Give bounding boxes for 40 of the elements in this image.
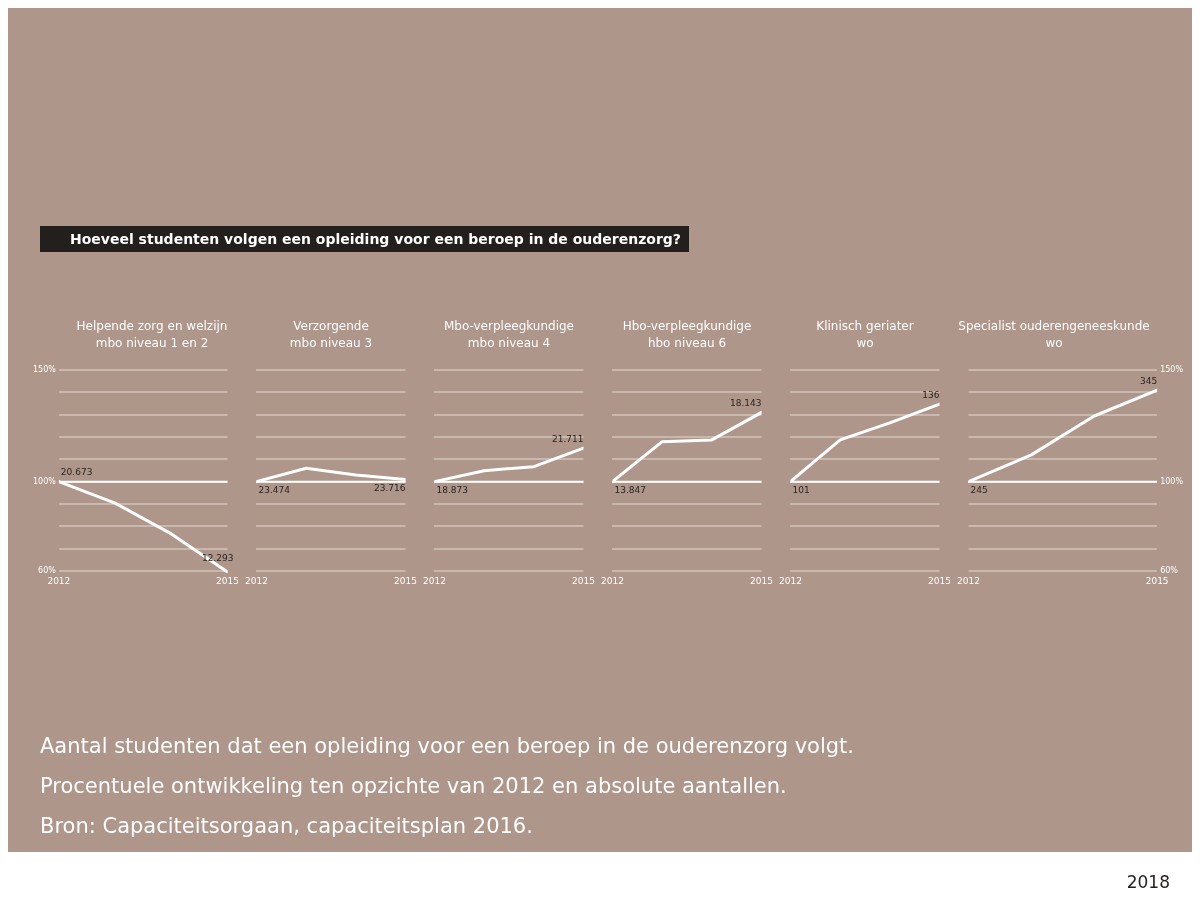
x-tick-label: 2015 bbox=[394, 575, 417, 586]
chart-title: Helpende zorg en welzijn mbo niveau 1 en 2 bbox=[75, 318, 229, 352]
text: Bron: Capaciteitsorgaan, capaciteitsplan 2016. bbox=[40, 813, 534, 840]
annotation: 20.673 bbox=[60, 467, 93, 478]
x-tick-label: 2012 bbox=[423, 575, 446, 586]
x-tick-label: 2012 bbox=[245, 575, 268, 586]
x-tick-label: 2015 bbox=[928, 575, 951, 586]
annotation: 13.847 bbox=[614, 485, 646, 496]
y-tick-label: 100% bbox=[33, 476, 57, 486]
annotation: 21.711 bbox=[552, 434, 584, 444]
x-tick-label: 2015 bbox=[750, 575, 773, 586]
annotation: 136 bbox=[922, 390, 940, 401]
x-tick-label: 2015 bbox=[572, 575, 595, 586]
x-tick-label: 2015 bbox=[1145, 575, 1169, 586]
chart-title: Klinisch geriater wo bbox=[815, 318, 915, 352]
annotation: 23.716 bbox=[374, 483, 406, 494]
chart-title: Hbo-verpleegkundige hbo niveau 6 bbox=[621, 318, 753, 352]
x-tick-label: 2012 bbox=[47, 575, 71, 586]
text: Aantal studenten dat een opleiding voor een beroep in de ouderenzorg volgt. bbox=[40, 733, 856, 760]
y-tick-label: 100% bbox=[1160, 476, 1184, 486]
x-tick-label: 2012 bbox=[957, 575, 980, 586]
text: Hoeveel studenten volgen een opleiding voor een beroep in de ouderenzorg? bbox=[40, 226, 689, 252]
chart-title: Mbo-verpleegkundige mbo niveau 4 bbox=[442, 318, 575, 352]
annotation: 23.474 bbox=[258, 485, 291, 496]
annotation: 245 bbox=[970, 485, 988, 496]
chart-title: Specialist ouderengeneeskunde wo bbox=[957, 318, 1151, 352]
x-tick-label: 2015 bbox=[216, 575, 239, 586]
y-tick-label: 60% bbox=[38, 566, 57, 576]
annotation: 18.143 bbox=[730, 398, 762, 409]
text: 2018 bbox=[8, 852, 1192, 912]
x-tick-label: 2012 bbox=[779, 575, 802, 586]
y-tick-label: 150% bbox=[33, 365, 57, 375]
text: Procentuele ontwikkeling ten opzichte van 2012 en absolute aantallen. bbox=[40, 773, 788, 800]
annotation: 345 bbox=[1139, 375, 1158, 386]
x-tick-label: 2012 bbox=[601, 575, 624, 586]
y-tick-label: 60% bbox=[1160, 566, 1179, 576]
annotation: 18.873 bbox=[436, 485, 468, 496]
y-tick-label: 150% bbox=[1160, 365, 1184, 375]
chart-title: Verzorgende mbo niveau 3 bbox=[288, 318, 374, 352]
annotation: 101 bbox=[792, 485, 810, 496]
